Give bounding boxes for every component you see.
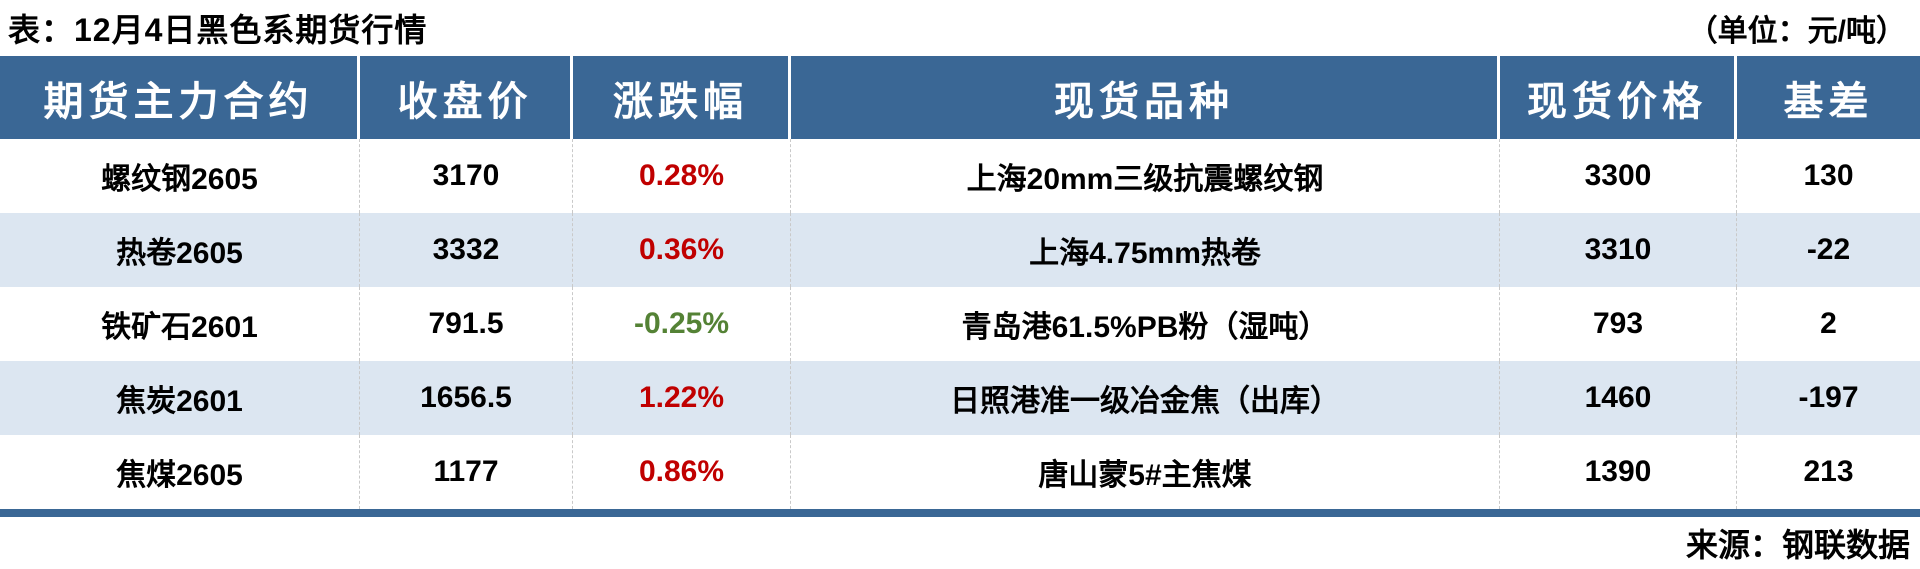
column-header-4: 现货品种 xyxy=(791,56,1500,139)
table-header-row: 期货主力合约 收盘价 涨跌幅 现货品种 现货价格 基差 xyxy=(0,56,1920,139)
cell-spot_price: 1390 xyxy=(1500,435,1737,509)
cell-contract: 螺纹钢2605 xyxy=(0,139,360,213)
futures-price-table: 期货主力合约 收盘价 涨跌幅 现货品种 现货价格 基差 螺纹钢2605 3170 0.28% 上… xyxy=(0,56,1920,517)
table-row: 螺纹钢2605 3170 0.28% 上海20mm三级抗震螺纹钢 3300 130 xyxy=(0,139,1920,213)
cell-basis: -197 xyxy=(1798,381,1859,414)
top-bar: 表：12月4日黑色系期货行情 （单位：元/吨） xyxy=(0,0,1920,56)
column-header-3: 涨跌幅 xyxy=(573,56,791,139)
cell-contract: 铁矿石2601 xyxy=(0,287,360,361)
cell-basis: -22 xyxy=(1806,233,1851,266)
cell-contract: 焦煤2605 xyxy=(0,435,360,509)
cell-close: 3170 xyxy=(360,139,573,213)
cell-spot_price: 3300 xyxy=(1500,139,1737,213)
cell-spot: 上海20mm三级抗震螺纹钢 xyxy=(791,139,1500,213)
table-row: 热卷2605 3332 0.36% 上海4.75mm热卷 3310 -22 xyxy=(0,213,1920,287)
unit-note: （单位：元/吨） xyxy=(1687,15,1906,48)
cell-spot: 日照港准一级冶金焦（出库） xyxy=(791,361,1500,435)
cell-change: 1.22% xyxy=(573,361,791,435)
cell-spot: 唐山蒙5#主焦煤 xyxy=(791,435,1500,509)
cell-close: 1177 xyxy=(360,435,573,509)
cell-change: 0.86% xyxy=(573,435,791,509)
column-header-2: 收盘价 xyxy=(360,56,573,139)
cell-close: 791.5 xyxy=(360,287,573,361)
cell-spot_price: 3310 xyxy=(1500,213,1737,287)
table-row: 焦煤2605 1177 0.86% 唐山蒙5#主焦煤 1390 213 xyxy=(0,435,1920,509)
cell-change: 0.28% xyxy=(573,139,791,213)
footer-bar: 来源：钢联数据 xyxy=(0,517,1920,569)
table-bottom-bar xyxy=(0,509,1920,517)
cell-close: 1656.5 xyxy=(360,361,573,435)
cell-contract: 焦炭2601 xyxy=(0,361,360,435)
cell-basis: 130 xyxy=(1803,159,1854,192)
cell-change: -0.25% xyxy=(573,287,791,361)
source-note: 来源：钢联数据 xyxy=(1685,527,1910,563)
cell-basis: 2 xyxy=(1820,307,1837,340)
cell-spot_price: 1460 xyxy=(1500,361,1737,435)
cell-change: 0.36% xyxy=(573,213,791,287)
table-row: 铁矿石2601 791.5 -0.25% 青岛港61.5%PB粉（湿吨） 793 2 xyxy=(0,287,1920,361)
cell-basis: 213 xyxy=(1803,455,1854,488)
cell-spot_price: 793 xyxy=(1500,287,1737,361)
cell-close: 3332 xyxy=(360,213,573,287)
table-body: 螺纹钢2605 3170 0.28% 上海20mm三级抗震螺纹钢 3300 130 热卷26… xyxy=(0,139,1920,509)
page-title: 表：12月4日黑色系期货行情 xyxy=(8,12,428,48)
cell-spot: 青岛港61.5%PB粉（湿吨） xyxy=(791,287,1500,361)
column-header-6: 基差 xyxy=(1783,78,1874,124)
table-row: 焦炭2601 1656.5 1.22% 日照港准一级冶金焦（出库） 1460 -197 xyxy=(0,361,1920,435)
cell-spot: 上海4.75mm热卷 xyxy=(791,213,1500,287)
column-header-1: 期货主力合约 xyxy=(0,56,360,139)
column-header-5: 现货价格 xyxy=(1500,56,1737,139)
cell-contract: 热卷2605 xyxy=(0,213,360,287)
